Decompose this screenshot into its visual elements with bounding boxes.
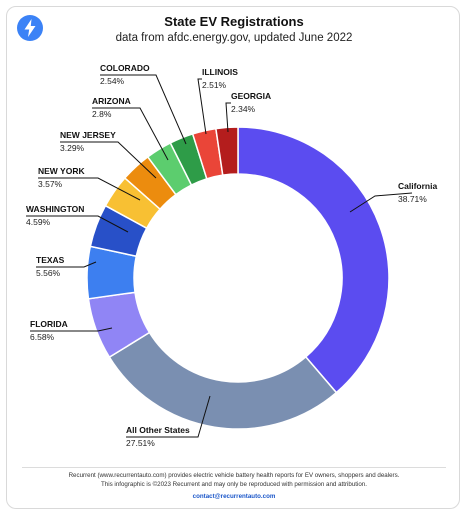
value-arizona: 2.8% xyxy=(92,109,112,119)
leader-line-georgia xyxy=(225,102,231,133)
label-all-other-states: All Other States xyxy=(126,425,190,435)
footer-line-1: Recurrent (www.recurrentauto.com) provid… xyxy=(68,472,400,479)
slice-all-other-states xyxy=(108,331,338,430)
label-arizona: ARIZONA xyxy=(92,96,131,106)
value-california: 38.71% xyxy=(398,194,427,204)
leader-line-florida xyxy=(30,327,113,332)
label-florida: FLORIDA xyxy=(30,319,68,329)
contact-link[interactable]: contact@recurrentauto.com xyxy=(192,493,276,500)
label-washington: WASHINGTON xyxy=(26,204,84,214)
chart-subtitle: data from afdc.energy.gov, updated June … xyxy=(115,32,353,44)
label-new-york: NEW YORK xyxy=(38,166,85,176)
leader-line-new-jersey xyxy=(60,141,157,179)
slice-georgia xyxy=(215,126,239,176)
leader-line-arizona xyxy=(92,107,169,161)
footer-divider xyxy=(22,467,446,468)
leader-line-all-other-states xyxy=(126,395,211,438)
value-illinois: 2.51% xyxy=(202,80,227,90)
leader-line-illinois xyxy=(197,78,207,135)
leader-line-new-york xyxy=(38,177,141,201)
label-illinois: ILLINOIS xyxy=(202,67,238,77)
label-california: California xyxy=(398,181,437,191)
value-washington: 4.59% xyxy=(26,217,51,227)
leader-line-california xyxy=(349,192,413,213)
leader-line-colorado xyxy=(100,74,187,145)
value-new-jersey: 3.29% xyxy=(60,143,85,153)
slice-california xyxy=(237,126,390,394)
value-colorado: 2.54% xyxy=(100,76,125,86)
lightning-bolt-icon xyxy=(17,15,43,41)
label-texas: TEXAS xyxy=(36,255,65,265)
label-georgia: GEORGIA xyxy=(231,91,271,101)
value-all-other-states: 27.51% xyxy=(126,438,155,448)
label-colorado: COLORADO xyxy=(100,63,150,73)
value-texas: 5.56% xyxy=(36,268,61,278)
leader-line-washington xyxy=(26,215,129,233)
chart-title: State EV Registrations xyxy=(164,14,304,29)
value-georgia: 2.34% xyxy=(231,104,256,114)
footer-line-2: This infographic is ©2023 Recurrent and … xyxy=(101,480,367,488)
footer-text: Recurrent (www.recurrentauto.com) provid… xyxy=(0,472,468,489)
leader-line-texas xyxy=(36,261,97,268)
label-new-jersey: NEW JERSEY xyxy=(60,130,116,140)
value-new-york: 3.57% xyxy=(38,179,63,189)
value-florida: 6.58% xyxy=(30,332,55,342)
